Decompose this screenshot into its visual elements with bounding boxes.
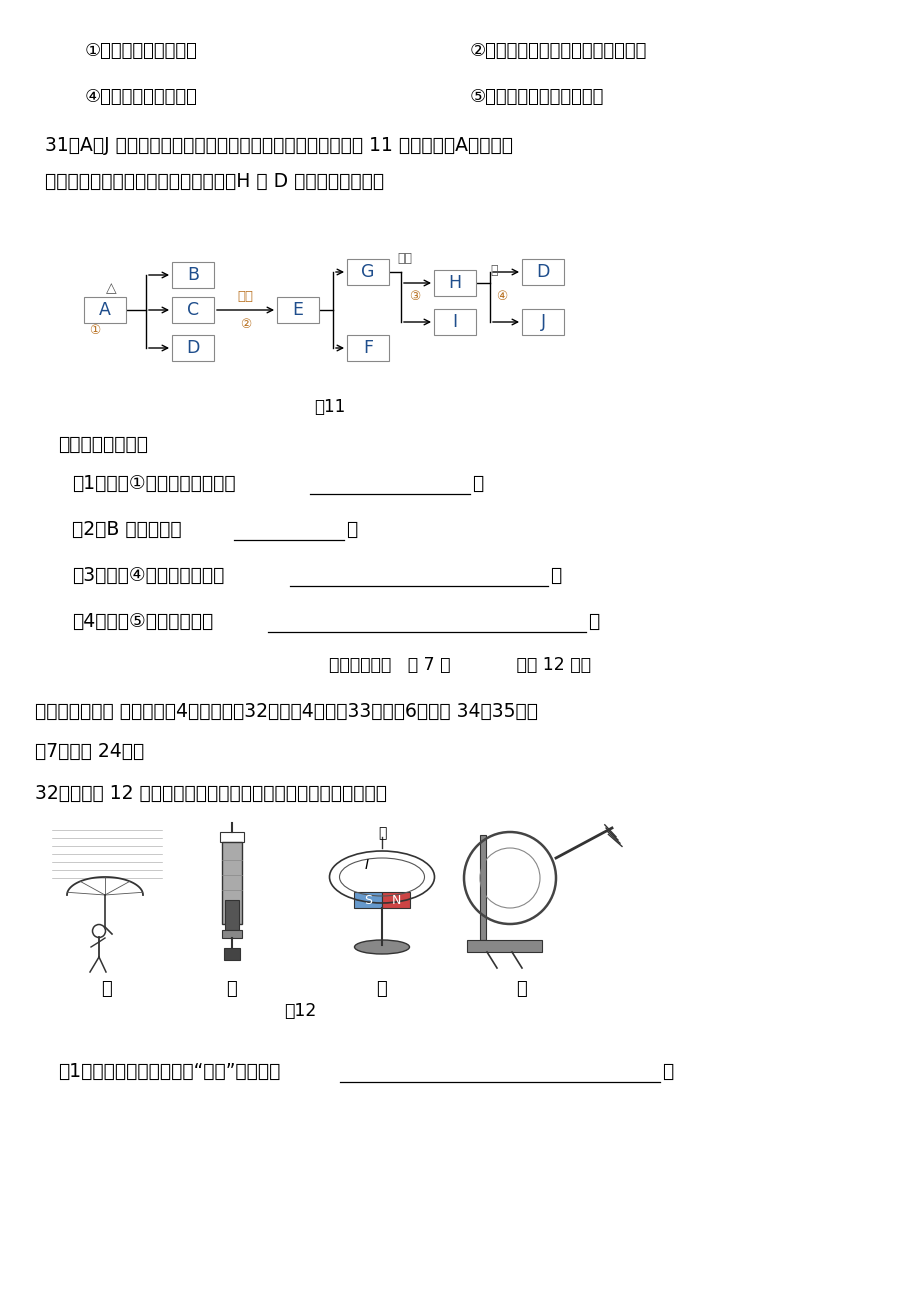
Bar	[381, 892, 410, 907]
Text: ②: ②	[240, 318, 251, 331]
Text: D: D	[536, 263, 549, 281]
Text: C: C	[187, 301, 199, 319]
Text: 接: 接	[378, 825, 386, 840]
Text: （1）反应①的基本反应类型为: （1）反应①的基本反应类型为	[72, 474, 235, 493]
Text: 图11: 图11	[314, 398, 346, 417]
Text: 31．A～J 是初中化学常见的物质，它们的相互转化关系如图 11 所示。其中A是一种常: 31．A～J 是初中化学常见的物质，它们的相互转化关系如图 11 所示。其中A是…	[45, 135, 513, 155]
Bar	[221, 930, 242, 937]
Bar	[434, 309, 475, 335]
Text: ④: ④	[496, 290, 507, 303]
Text: H: H	[448, 273, 461, 292]
Text: 。: 。	[550, 566, 561, 585]
Text: ③: ③	[409, 290, 420, 303]
Text: 图12: 图12	[283, 1003, 316, 1019]
Bar	[354, 892, 381, 907]
Text: （2）B 的化学式为: （2）B 的化学式为	[72, 519, 181, 539]
Text: G: G	[361, 263, 374, 281]
Text: I: I	[365, 858, 369, 872]
Bar	[521, 259, 563, 285]
Bar	[223, 948, 240, 960]
Bar	[434, 270, 475, 296]
Text: 。: 。	[346, 519, 357, 539]
Text: 请回答下列问题：: 请回答下列问题：	[58, 435, 148, 454]
Text: 丙: 丙	[376, 980, 387, 999]
Bar	[84, 297, 126, 323]
Bar	[480, 835, 485, 940]
Bar	[220, 832, 244, 842]
Bar	[172, 335, 214, 361]
Text: 。: 。	[471, 474, 482, 493]
Text: J: J	[539, 312, 545, 331]
Bar	[467, 940, 541, 952]
Text: 通电: 通电	[237, 289, 254, 302]
Text: ⑤装瓶时，有少量溶液洒出: ⑤装瓶时，有少量溶液洒出	[470, 89, 604, 105]
Bar	[521, 309, 563, 335]
Text: △: △	[106, 281, 116, 296]
Text: ②称量时码码端忘垄质量相同的纸片: ②称量时码码端忘垄质量相同的纸片	[470, 42, 647, 60]
Text: （1）甲图：风中雨伞容易“上翻”，是由于: （1）甲图：风中雨伞容易“上翻”，是由于	[58, 1062, 280, 1081]
Text: F: F	[363, 339, 372, 357]
Bar	[346, 335, 389, 361]
Bar	[277, 297, 319, 323]
Text: D: D	[187, 339, 199, 357]
Bar	[172, 262, 214, 288]
Text: E: E	[292, 301, 303, 319]
Text: N: N	[391, 893, 401, 906]
Text: S: S	[364, 893, 371, 906]
Text: 32．根据图 12 所示的四幅图，在下面的空格处填入相应的内容。: 32．根据图 12 所示的四幅图，在下面的空格处填入相应的内容。	[35, 784, 387, 803]
Text: 理科综合试卷   第 7 页            （共 12 页）: 理科综合试卷 第 7 页 （共 12 页）	[329, 656, 590, 674]
Text: 丁: 丁	[516, 980, 527, 999]
Text: ①: ①	[89, 323, 100, 336]
Text: 见的化肥，不能与碱性物质混合使用；H 和 D 的组成元素相同。: 见的化肥，不能与碱性物质混合使用；H 和 D 的组成元素相同。	[45, 172, 384, 191]
Text: 。: 。	[587, 612, 598, 631]
Bar	[221, 842, 242, 924]
Text: ①氯化钓固体仍然不纯: ①氯化钓固体仍然不纯	[85, 42, 198, 60]
Text: B: B	[187, 266, 199, 284]
Text: 。: 。	[662, 1062, 673, 1081]
Text: 温: 温	[490, 263, 497, 276]
Text: （3）反应④的化学方程式为: （3）反应④的化学方程式为	[72, 566, 224, 585]
Bar	[346, 259, 389, 285]
Text: 列7分，共 24分）: 列7分，共 24分）	[35, 742, 144, 760]
Bar	[172, 297, 214, 323]
Bar	[225, 900, 239, 930]
Text: 三、实验探究题 （本大题兲4个小题；第32小题刂4分，第33小题刂6分，第 34、35小题: 三、实验探究题 （本大题兲4个小题；第32小题刂4分，第33小题刂6分，第 34…	[35, 702, 538, 721]
Text: ④量取水时，仰视读数: ④量取水时，仰视读数	[85, 89, 198, 105]
Text: I: I	[452, 312, 457, 331]
Text: A: A	[99, 301, 111, 319]
Text: 甲: 甲	[101, 980, 112, 999]
Ellipse shape	[354, 940, 409, 954]
Text: 乙: 乙	[226, 980, 237, 999]
Text: （4）反应⑤的实际应用为: （4）反应⑤的实际应用为	[72, 612, 213, 631]
Text: 点燃: 点燃	[397, 253, 412, 266]
